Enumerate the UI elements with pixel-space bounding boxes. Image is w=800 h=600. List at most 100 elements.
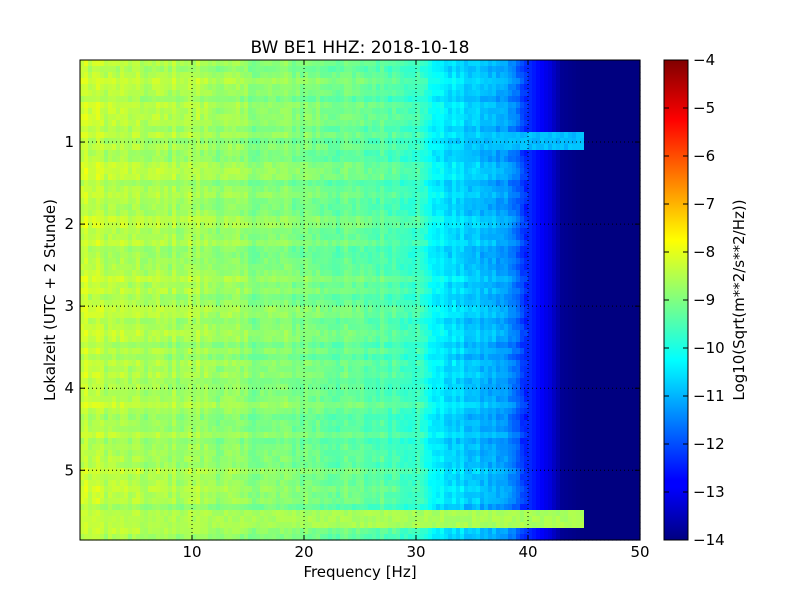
heatmap-cell <box>156 156 161 163</box>
heatmap-cell <box>144 186 149 193</box>
heatmap-cell <box>456 168 461 175</box>
heatmap-cell <box>492 60 497 67</box>
heatmap-cell <box>184 216 189 223</box>
heatmap-cell <box>588 198 593 205</box>
heatmap-cell <box>400 258 405 265</box>
heatmap-cell <box>500 102 505 109</box>
heatmap-cell <box>408 66 413 73</box>
heatmap-cell <box>400 156 405 163</box>
heatmap-cell <box>80 186 85 193</box>
heatmap-cell <box>124 234 129 241</box>
heatmap-cell <box>112 240 117 247</box>
heatmap-cell <box>180 216 185 223</box>
heatmap-cell <box>264 132 269 139</box>
heatmap-cell <box>408 72 413 79</box>
heatmap-cell <box>412 240 417 247</box>
heatmap-cell <box>508 72 513 79</box>
heatmap-cell <box>596 264 601 271</box>
heatmap-cell <box>504 120 509 127</box>
heatmap-cell <box>540 180 545 187</box>
heatmap-cell <box>520 90 525 97</box>
heatmap-cell <box>148 204 153 211</box>
heatmap-cell <box>176 174 181 181</box>
heatmap-cell <box>452 126 457 133</box>
heatmap-cell <box>320 240 325 247</box>
heatmap-cell <box>332 234 337 241</box>
heatmap-cell <box>284 66 289 73</box>
heatmap-cell <box>568 174 573 181</box>
heatmap-cell <box>316 66 321 73</box>
heatmap-cell <box>360 84 365 91</box>
heatmap-cell <box>596 144 601 151</box>
heatmap-cell <box>428 264 433 271</box>
heatmap-cell <box>240 162 245 169</box>
heatmap-cell <box>88 186 93 193</box>
heatmap-cell <box>240 84 245 91</box>
heatmap-cell <box>620 246 625 253</box>
heatmap-cell <box>436 120 441 127</box>
heatmap-cell <box>196 180 201 187</box>
heatmap-cell <box>476 102 481 109</box>
heatmap-cell <box>368 168 373 175</box>
heatmap-cell <box>268 78 273 85</box>
heatmap-cell <box>596 150 601 157</box>
heatmap-cell <box>624 228 629 235</box>
heatmap-cell <box>220 150 225 157</box>
heatmap-cell <box>336 228 341 235</box>
heatmap-cell <box>508 84 513 91</box>
heatmap-cell <box>336 102 341 109</box>
heatmap-cell <box>256 114 261 121</box>
heatmap-cell <box>136 120 141 127</box>
heatmap-cell <box>540 216 545 223</box>
heatmap-cell <box>556 186 561 193</box>
heatmap-cell <box>536 258 541 265</box>
heatmap-cell <box>300 192 305 199</box>
heatmap-cell <box>196 114 201 121</box>
heatmap-cell <box>432 156 437 163</box>
heatmap-cell <box>276 246 281 253</box>
heatmap-cell <box>300 150 305 157</box>
heatmap-cell <box>272 228 277 235</box>
heatmap-cell <box>408 198 413 205</box>
heatmap-cell <box>448 174 453 181</box>
heatmap-cell <box>116 120 121 127</box>
heatmap-cell <box>128 132 133 139</box>
heatmap-cell <box>192 234 197 241</box>
heatmap-cell <box>376 108 381 115</box>
heatmap-cell <box>360 126 365 133</box>
heatmap-cell <box>508 252 513 259</box>
heatmap-cell <box>432 144 437 151</box>
heatmap-cell <box>380 270 385 277</box>
heatmap-cell <box>132 132 137 139</box>
heatmap-cell <box>544 156 549 163</box>
heatmap-cell <box>124 216 129 223</box>
heatmap-cell <box>416 96 421 103</box>
heatmap-cell <box>164 114 169 121</box>
heatmap-cell <box>188 96 193 103</box>
heatmap-cell <box>512 150 517 157</box>
heatmap-cell <box>476 150 481 157</box>
heatmap-cell <box>216 162 221 169</box>
heatmap-cell <box>508 216 513 223</box>
heatmap-cell <box>436 198 441 205</box>
heatmap-cell <box>128 234 133 241</box>
heatmap-cell <box>124 192 129 199</box>
heatmap-cell <box>504 126 509 133</box>
heatmap-cell <box>580 174 585 181</box>
heatmap-cell <box>296 198 301 205</box>
heatmap-cell <box>352 126 357 133</box>
heatmap-cell <box>168 180 173 187</box>
heatmap-cell <box>144 252 149 259</box>
heatmap-cell <box>504 84 509 91</box>
heatmap-cell <box>384 198 389 205</box>
heatmap-cell <box>116 102 121 109</box>
heatmap-cell <box>568 102 573 109</box>
heatmap-cell <box>312 240 317 247</box>
heatmap-cell <box>224 114 229 121</box>
heatmap-cell <box>100 156 105 163</box>
heatmap-cell <box>396 234 401 241</box>
heatmap-cell <box>340 126 345 133</box>
heatmap-cell <box>368 78 373 85</box>
heatmap-cell <box>144 204 149 211</box>
heatmap-cell <box>248 156 253 163</box>
